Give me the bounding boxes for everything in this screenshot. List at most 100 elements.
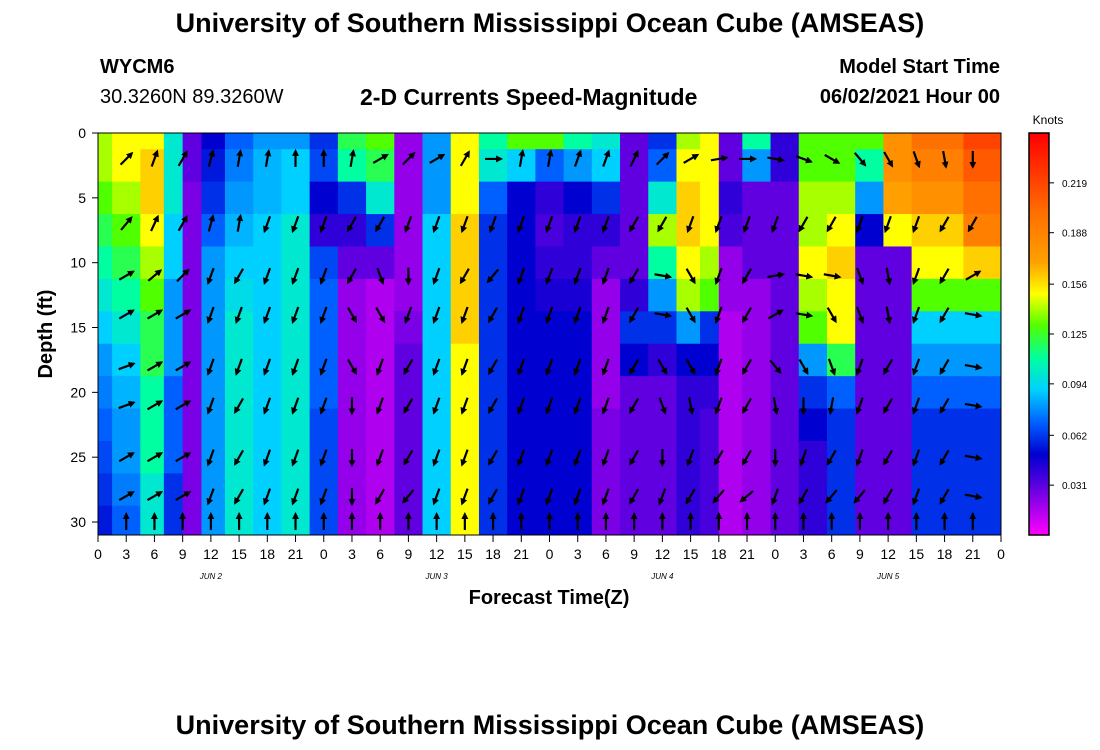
heatmap-cell (163, 343, 184, 377)
heatmap-cell (742, 343, 772, 377)
heatmap-cell (478, 149, 508, 183)
heatmap-cell (507, 278, 536, 312)
current-vector-arrow (827, 358, 837, 376)
current-vector-arrow (655, 151, 670, 166)
current-vector-arrow (912, 151, 921, 169)
current-vector-arrow (658, 397, 667, 415)
heatmap-cell (770, 311, 800, 345)
heatmap-cell (718, 343, 743, 377)
heatmap-cell (770, 246, 800, 280)
heatmap-cell (742, 473, 772, 507)
colorbar-tick-label: 0.062 (1062, 431, 1087, 442)
colorbar-tick-label: 0.125 (1062, 330, 1087, 341)
heatmap-cell (422, 133, 452, 150)
heatmap-cell (591, 181, 621, 215)
heatmap-cell (648, 246, 678, 280)
colorbar-unit: Knots (1033, 113, 1064, 127)
heatmap-cell (742, 408, 772, 442)
heatmap-cell (337, 214, 367, 248)
heatmap-cell (224, 408, 254, 442)
current-vector-arrow (403, 449, 414, 466)
heatmap-cell (718, 311, 743, 345)
heatmap-cell (98, 440, 113, 475)
current-vector-arrow (347, 307, 357, 324)
day-label: JUN 4 (650, 572, 674, 581)
heatmap-cell (337, 181, 367, 215)
current-vector-arrow (964, 493, 983, 501)
current-vector-arrow (175, 400, 192, 411)
current-vector-arrow (545, 267, 554, 286)
current-vector-arrow (375, 358, 384, 376)
current-vector-arrow (346, 216, 357, 233)
current-vector-arrow (207, 214, 216, 232)
heatmap-cell (963, 473, 1001, 507)
current-vector-arrow (883, 397, 894, 414)
heatmap-cell (535, 133, 565, 150)
heatmap-cell (798, 181, 828, 215)
heatmap-cell (112, 278, 141, 312)
current-vector-arrow (912, 306, 921, 324)
x-axis-label: Forecast Time(Z) (469, 587, 630, 609)
heatmap-cell (112, 133, 141, 150)
heatmap-cell (224, 133, 254, 150)
heatmap-cell (855, 181, 885, 215)
current-vector-arrow (855, 449, 864, 467)
x-tick-label: 3 (348, 546, 356, 562)
heatmap-cell (963, 149, 1001, 183)
current-vector-arrow (488, 358, 499, 376)
heatmap-cell (253, 278, 283, 312)
current-vector-arrow (742, 397, 752, 414)
x-tick-label: 15 (909, 546, 925, 562)
heatmap-cell (366, 343, 395, 377)
heatmap-cell (826, 311, 856, 345)
current-vector-arrow (403, 358, 414, 376)
x-tick-label: 6 (602, 546, 610, 562)
current-vector-arrow (459, 150, 470, 167)
heatmap-cell (98, 133, 113, 150)
current-vector-arrow (855, 397, 864, 415)
current-vector-arrow (488, 488, 499, 505)
heatmap-cell (182, 473, 203, 507)
heatmap-cell (98, 278, 113, 312)
heatmap-cell (309, 278, 339, 312)
x-tick-label: 0 (997, 546, 1005, 562)
current-vector-arrow (488, 215, 497, 234)
heatmap-cell (366, 408, 395, 442)
heatmap-cell (450, 408, 480, 442)
heatmap-cell (676, 311, 701, 345)
current-vector-arrow (742, 449, 752, 466)
current-vector-arrow (262, 267, 272, 286)
current-vector-arrow (118, 401, 136, 410)
current-vector-arrow (319, 358, 328, 376)
current-vector-arrow (823, 272, 842, 280)
x-tick-label: 21 (288, 546, 304, 562)
current-vector-arrow (855, 358, 864, 376)
current-vector-arrow (685, 268, 696, 285)
current-vector-arrow (432, 215, 441, 234)
current-vector-arrow (206, 267, 215, 286)
heatmap-cell (309, 473, 339, 507)
heatmap-cell (163, 246, 184, 280)
heatmap-cell (826, 133, 856, 150)
current-vector-arrow (460, 488, 469, 506)
current-vector-arrow (236, 213, 244, 232)
heatmap-cell (700, 181, 720, 215)
heatmap-cell (591, 149, 621, 183)
heatmap-cell (140, 343, 165, 377)
current-vector-arrow (375, 449, 384, 467)
current-vector-arrow (432, 397, 441, 415)
heatmap-cell (591, 278, 621, 312)
heatmap-cell (855, 278, 885, 312)
heatmap-cell (98, 181, 113, 215)
model-start-label: Model Start Time (839, 56, 1000, 78)
current-vector-arrow (770, 215, 780, 234)
colorbar-tick-label: 0.094 (1062, 380, 1087, 391)
heatmap-cell (182, 278, 203, 312)
current-vector-arrow (376, 267, 385, 286)
heatmap-cell (718, 181, 743, 215)
heatmap-cell (770, 473, 800, 507)
heatmap-cell (911, 505, 964, 535)
heatmap-cell (591, 133, 621, 150)
current-vector-arrow (236, 149, 244, 168)
heatmap-cell (163, 149, 184, 183)
